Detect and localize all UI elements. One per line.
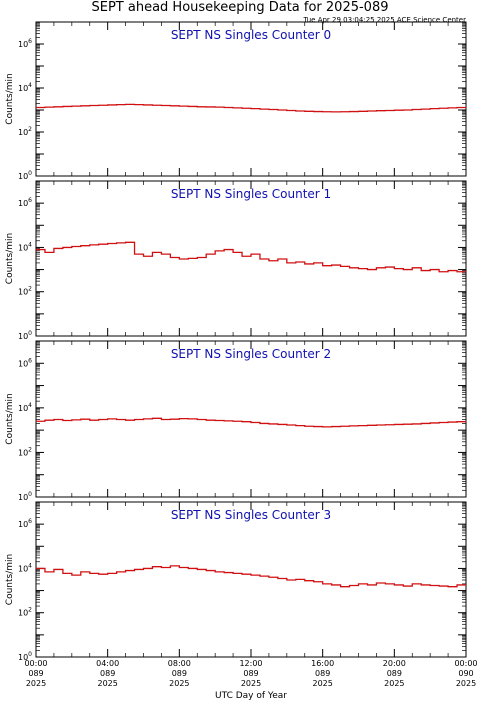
panel-title: SEPT NS Singles Counter 1 [171,187,331,201]
x-tick-year-label: 2025 [456,679,476,688]
plot-frame [35,180,467,337]
x-tick-doy-label: 089 [243,669,258,678]
figure-title: SEPT ahead Housekeeping Data for 2025-08… [92,0,389,15]
panel-3: SEPT NS Singles Counter 3 100 102 104 106 Cou… [5,501,478,688]
series-line [36,417,466,428]
panels-group: SEPT NS Singles Counter 0 100 102 104 106 Cou… [5,21,478,688]
x-tick-doy-label: 089 [387,669,402,678]
x-tick-time-label: 12:00 [239,659,262,668]
x-tick-doy-label: 090 [458,669,473,678]
panel-0: SEPT NS Singles Counter 0 100 102 104 106 Cou… [5,21,467,181]
panel-2: SEPT NS Singles Counter 2 100 102 104 106 Cou… [5,340,467,502]
y-axis-label: Counts/min [5,73,15,124]
y-tick-label: 106 [18,38,32,49]
x-tick-time-label: 00:00 [24,659,47,668]
x-tick-time-label: 08:00 [168,659,191,668]
x-tick-year-label: 2025 [312,679,332,688]
y-axis-label: Counts/min [5,393,15,444]
x-tick-time-label: 16:00 [311,659,334,668]
y-tick-label: 104 [18,82,32,93]
y-tick-label: 106 [18,518,32,529]
y-tick-label: 104 [18,562,32,573]
panel-title: SEPT NS Singles Counter 0 [171,28,331,42]
series-line [36,565,466,588]
plot-frame [35,501,467,658]
x-tick-time-label: 20:00 [383,659,406,668]
y-tick-label: 106 [18,197,32,208]
y-tick-label: 102 [18,607,32,618]
y-tick-label: 102 [18,286,32,297]
series-line [36,241,466,273]
x-tick-time-label: 00:00 [454,659,477,668]
x-tick-year-label: 2025 [169,679,189,688]
x-tick-year-label: 2025 [26,679,46,688]
x-tick-doy-label: 089 [315,669,330,678]
x-tick-time-label: 04:00 [96,659,119,668]
x-tick-doy-label: 089 [100,669,115,678]
panel-title: SEPT NS Singles Counter 2 [171,347,331,361]
x-tick-year-label: 2025 [241,679,261,688]
y-tick-label: 102 [18,126,32,137]
y-tick-label: 102 [18,446,32,457]
x-tick-year-label: 2025 [97,679,117,688]
y-axis-label: Counts/min [5,233,15,284]
panel-title: SEPT NS Singles Counter 3 [171,508,331,522]
y-tick-label: 104 [18,241,32,252]
y-tick-label: 106 [18,357,32,368]
plot-frame [35,21,467,177]
timestamp-label: Tue Apr 29 03:04:25 2025 ACE Science Cen… [303,16,467,24]
x-axis-label: UTC Day of Year [215,691,287,701]
y-axis-label: Counts/min [5,554,15,605]
series-line [36,103,466,113]
x-tick-doy-label: 089 [28,669,43,678]
x-tick-doy-label: 089 [172,669,187,678]
y-tick-label: 100 [18,330,32,341]
y-tick-label: 104 [18,402,32,413]
y-tick-label: 100 [18,651,32,662]
panel-1: SEPT NS Singles Counter 1 100 102 104 106 Cou… [5,180,467,341]
y-tick-label: 100 [18,170,32,181]
y-tick-label: 100 [18,491,32,502]
x-tick-year-label: 2025 [384,679,404,688]
